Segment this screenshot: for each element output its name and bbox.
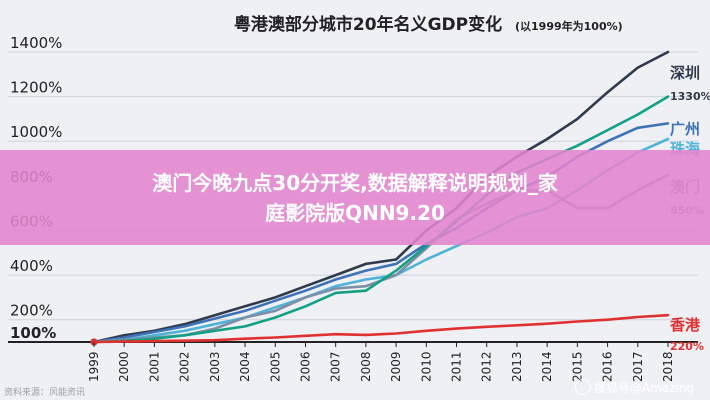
- chart-subtitle: (以1999年为100%): [515, 19, 623, 33]
- x-tick-label: 2014: [540, 351, 554, 382]
- banner-line-1: 澳门今晚九点30分开奖,数据解释说明规划_家: [152, 170, 558, 195]
- x-tick-label: 2005: [268, 351, 282, 382]
- x-tick-label: 2004: [238, 351, 252, 382]
- x-tick-label: 2009: [389, 351, 403, 382]
- x-tick-label: 2016: [601, 351, 615, 382]
- x-tick-label: 2003: [208, 351, 222, 382]
- y-tick-label: 400%: [10, 257, 53, 275]
- series-name-label: 深圳: [670, 64, 700, 82]
- x-tick-label: 2011: [450, 351, 464, 382]
- x-tick-label: 2002: [178, 351, 192, 382]
- watermark-text: 搜狐号@Amazing: [593, 381, 694, 395]
- sohu-logo-icon: [574, 379, 591, 395]
- x-tick-label: 2013: [510, 351, 524, 382]
- promo-banner[interactable]: 澳门今晚九点30分开奖,数据解释说明规划_家 庭影院版QNN9.20: [0, 150, 710, 245]
- x-tick-label: 1999: [87, 351, 101, 382]
- series-name-label: 香港: [670, 316, 701, 334]
- x-tick-label: 2010: [419, 351, 433, 382]
- x-tick-label: 2015: [570, 351, 584, 382]
- series-name-label: 广州: [670, 120, 700, 138]
- series-line: [92, 313, 670, 344]
- y-tick-label: 1400%: [10, 34, 62, 52]
- x-tick-label: 2012: [480, 351, 494, 382]
- series-line: [92, 50, 670, 344]
- chart-title: 粤港澳部分城市20年名义GDP变化: [234, 14, 502, 35]
- y-tick-label: 1000%: [10, 123, 62, 141]
- y-tick-label: 1200%: [10, 79, 62, 97]
- series-value-label: 1330%: [670, 90, 710, 103]
- y-tick-label: 200%: [10, 302, 53, 320]
- x-tick-label: 2017: [631, 351, 645, 382]
- source-note: 资料来源：风能资讯: [4, 388, 86, 398]
- watermark: 搜狐号@Amazing: [574, 379, 694, 396]
- x-tick-label: 2006: [298, 351, 312, 382]
- grid: [8, 51, 698, 343]
- series-value-label: 220%: [670, 340, 704, 353]
- banner-line-2: 庭影院版QNN9.20: [265, 200, 445, 225]
- x-tick-label: 2000: [117, 351, 131, 382]
- y-tick-label: 100%: [10, 324, 56, 342]
- x-tick-label: 2008: [359, 351, 373, 382]
- banner-text: 澳门今晚九点30分开奖,数据解释说明规划_家 庭影院版QNN9.20: [25, 168, 685, 228]
- x-tick-label: 2018: [661, 351, 675, 382]
- x-tick-label: 2007: [329, 351, 343, 382]
- series-line: [92, 95, 670, 344]
- x-tick-label: 2001: [147, 351, 161, 382]
